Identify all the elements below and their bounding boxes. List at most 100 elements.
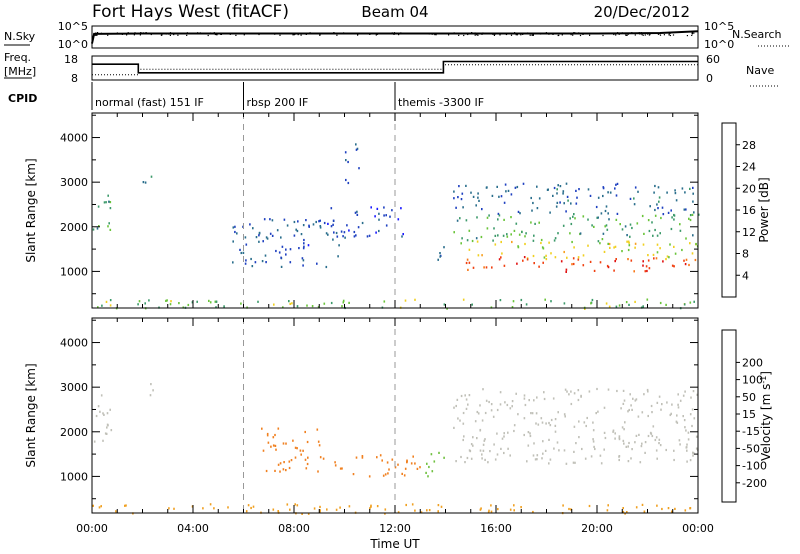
- data-cell: [496, 453, 499, 456]
- freq-left-tick: 18: [64, 53, 78, 66]
- data-cell: [384, 473, 387, 476]
- data-cell: [646, 298, 649, 301]
- data-cell: [296, 504, 299, 507]
- noise-point: [465, 32, 467, 34]
- data-cell: [570, 508, 572, 511]
- data-cell: [311, 305, 314, 308]
- data-cell: [325, 265, 328, 269]
- noise-point: [293, 34, 295, 36]
- y-tick-label: 4000: [60, 132, 88, 145]
- data-cell: [565, 182, 568, 185]
- data-cell: [482, 449, 485, 452]
- data-cell: [257, 300, 259, 303]
- data-cell: [458, 185, 460, 188]
- data-cell: [565, 268, 568, 271]
- data-cell: [468, 229, 471, 232]
- data-cell: [107, 424, 109, 427]
- data-cell: [213, 507, 215, 510]
- noise-point: [214, 33, 216, 36]
- noise-point: [618, 33, 620, 35]
- data-cell: [552, 397, 555, 400]
- data-cell: [104, 432, 107, 435]
- data-cell: [300, 233, 303, 236]
- colorbar-tick-label: 24: [742, 161, 756, 174]
- data-cell: [282, 468, 285, 471]
- data-cell: [446, 307, 448, 310]
- data-cell: [553, 239, 556, 242]
- data-cell: [688, 217, 690, 220]
- data-cell: [245, 243, 248, 246]
- noise-point: [173, 34, 175, 36]
- data-cell: [574, 217, 576, 220]
- noise-point: [659, 33, 661, 35]
- data-cell: [622, 510, 625, 514]
- data-cell: [342, 235, 344, 238]
- data-cell: [330, 301, 333, 305]
- noise-point: [532, 34, 534, 36]
- data-cell: [573, 450, 575, 453]
- data-cell: [301, 257, 304, 260]
- data-cell: [536, 185, 538, 188]
- data-cell: [294, 456, 297, 459]
- data-cell: [603, 448, 605, 451]
- data-cell: [412, 455, 414, 458]
- noise-point: [416, 33, 418, 35]
- data-cell: [575, 189, 577, 192]
- colorbar-tick-label: 100: [742, 374, 763, 387]
- noise-point: [557, 34, 559, 37]
- data-cell: [341, 305, 343, 308]
- data-cell: [467, 403, 469, 406]
- noise-point: [376, 33, 379, 35]
- data-cell: [692, 192, 694, 195]
- data-cell: [534, 222, 536, 225]
- data-cell: [252, 505, 255, 508]
- data-cell: [391, 209, 393, 212]
- data-cell: [494, 243, 497, 246]
- data-cell: [462, 422, 465, 425]
- data-cell: [692, 390, 695, 393]
- data-cell: [376, 505, 379, 508]
- data-cell: [506, 403, 509, 407]
- data-cell: [344, 151, 347, 154]
- noise-point: [672, 34, 675, 36]
- data-cell: [475, 204, 477, 207]
- data-cell: [696, 393, 698, 396]
- data-cell: [643, 393, 645, 396]
- data-cell: [633, 270, 635, 273]
- data-cell: [651, 411, 653, 414]
- data-cell: [629, 197, 632, 200]
- noise-point: [186, 34, 188, 36]
- data-cell: [431, 470, 434, 473]
- data-cell: [646, 269, 648, 273]
- data-cell: [232, 261, 234, 264]
- noise-point: [219, 32, 221, 34]
- data-cell: [149, 394, 152, 397]
- noise-point: [357, 33, 359, 35]
- data-cell: [627, 258, 629, 261]
- noise-point: [515, 34, 517, 36]
- data-cell: [420, 511, 423, 514]
- data-cell: [354, 211, 357, 214]
- data-cell: [526, 460, 528, 463]
- data-cell: [609, 191, 612, 194]
- data-cell: [385, 214, 387, 217]
- data-cell: [601, 238, 604, 241]
- data-cell: [266, 237, 269, 240]
- freq-left-tick: 8: [71, 72, 78, 85]
- data-cell: [137, 303, 139, 306]
- data-cell: [553, 447, 555, 450]
- noise-point: [448, 32, 450, 34]
- data-cell: [337, 255, 339, 258]
- data-cell: [565, 270, 567, 273]
- noise-point: [625, 34, 627, 36]
- noise-left-tick: 10^5: [58, 20, 88, 33]
- data-cell: [108, 200, 110, 203]
- data-cell: [563, 250, 565, 254]
- data-cell: [653, 191, 655, 194]
- data-cell: [370, 504, 372, 507]
- data-cell: [326, 508, 328, 511]
- data-cell: [562, 224, 565, 227]
- data-cell: [618, 304, 621, 307]
- data-cell: [277, 510, 279, 513]
- data-cell: [481, 208, 483, 211]
